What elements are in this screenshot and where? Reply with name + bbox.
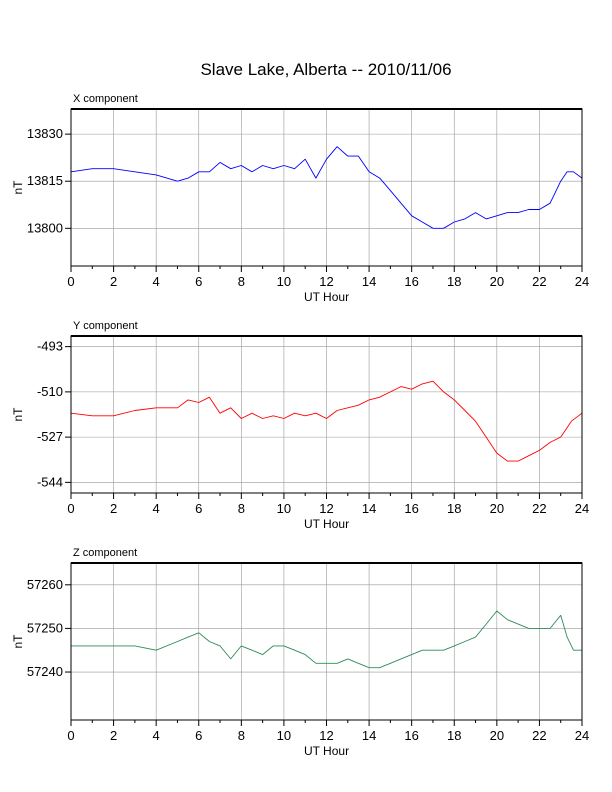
x-tick-label: 16 xyxy=(404,274,418,289)
x-tick-label: 24 xyxy=(575,728,589,743)
series-line-3 xyxy=(71,610,582,669)
x-tick-label: 12 xyxy=(319,274,333,289)
x-tick-label: 14 xyxy=(362,274,376,289)
y-tick-label: 13800 xyxy=(27,220,63,235)
y-tick-label: 13830 xyxy=(27,126,63,141)
y-tick-label: -544 xyxy=(37,474,63,489)
x-tick-label: 2 xyxy=(110,501,117,516)
x-tick-label: 0 xyxy=(67,728,74,743)
y-tick-label: 57250 xyxy=(27,620,63,635)
x-tick-label: 14 xyxy=(362,501,376,516)
x-tick-label: 4 xyxy=(153,728,160,743)
x-tick-label: 20 xyxy=(490,274,504,289)
x-tick-label: 6 xyxy=(195,274,202,289)
x-tick-label: 8 xyxy=(238,728,245,743)
y-tick-label: -510 xyxy=(37,384,63,399)
chart-title: Slave Lake, Alberta -- 2010/11/06 xyxy=(200,60,451,79)
x-tick-label: 2 xyxy=(110,728,117,743)
x-tick-label: 10 xyxy=(277,274,291,289)
x-tick-label: 4 xyxy=(153,274,160,289)
x-tick-label: 16 xyxy=(404,728,418,743)
x-tick-label: 24 xyxy=(575,501,589,516)
y-tick-label: 13815 xyxy=(27,173,63,188)
panel-label: Z component xyxy=(73,547,137,559)
x-tick-label: 2 xyxy=(110,274,117,289)
panel-label: Y component xyxy=(73,320,138,332)
x-tick-label: 8 xyxy=(238,274,245,289)
x-tick-label: 12 xyxy=(319,501,333,516)
x-tick-label: 18 xyxy=(447,274,461,289)
series-line-2 xyxy=(70,380,583,462)
x-tick-label: 6 xyxy=(195,728,202,743)
x-tick-label: 20 xyxy=(490,728,504,743)
y-tick-label: -527 xyxy=(37,429,63,444)
x-tick-label: 6 xyxy=(195,501,202,516)
x-axis-label: UT Hour xyxy=(304,517,349,531)
x-tick-label: 8 xyxy=(238,501,245,516)
x-axis-label: UT Hour xyxy=(304,290,349,304)
y-axis-label: nT xyxy=(11,634,25,649)
x-tick-label: 16 xyxy=(404,501,418,516)
x-tick-label: 22 xyxy=(532,501,546,516)
x-tick-label: 18 xyxy=(447,728,461,743)
x-tick-label: 20 xyxy=(490,501,504,516)
y-tick-label: 57260 xyxy=(27,577,63,592)
x-axis-label: UT Hour xyxy=(304,744,349,758)
y-tick-label: 57240 xyxy=(27,664,63,679)
x-tick-label: 22 xyxy=(532,728,546,743)
x-tick-label: 4 xyxy=(153,501,160,516)
panel-label: X component xyxy=(73,93,138,105)
x-tick-label: 0 xyxy=(67,274,74,289)
x-tick-label: 0 xyxy=(67,501,74,516)
series-line-1 xyxy=(70,146,583,229)
y-axis-label: nT xyxy=(11,180,25,195)
x-tick-label: 10 xyxy=(277,728,291,743)
x-tick-label: 14 xyxy=(362,728,376,743)
x-tick-label: 10 xyxy=(277,501,291,516)
y-axis-label: nT xyxy=(11,407,25,422)
x-tick-label: 18 xyxy=(447,501,461,516)
x-tick-label: 12 xyxy=(319,728,333,743)
x-tick-label: 22 xyxy=(532,274,546,289)
y-tick-label: -493 xyxy=(37,339,63,354)
x-tick-label: 24 xyxy=(575,274,589,289)
